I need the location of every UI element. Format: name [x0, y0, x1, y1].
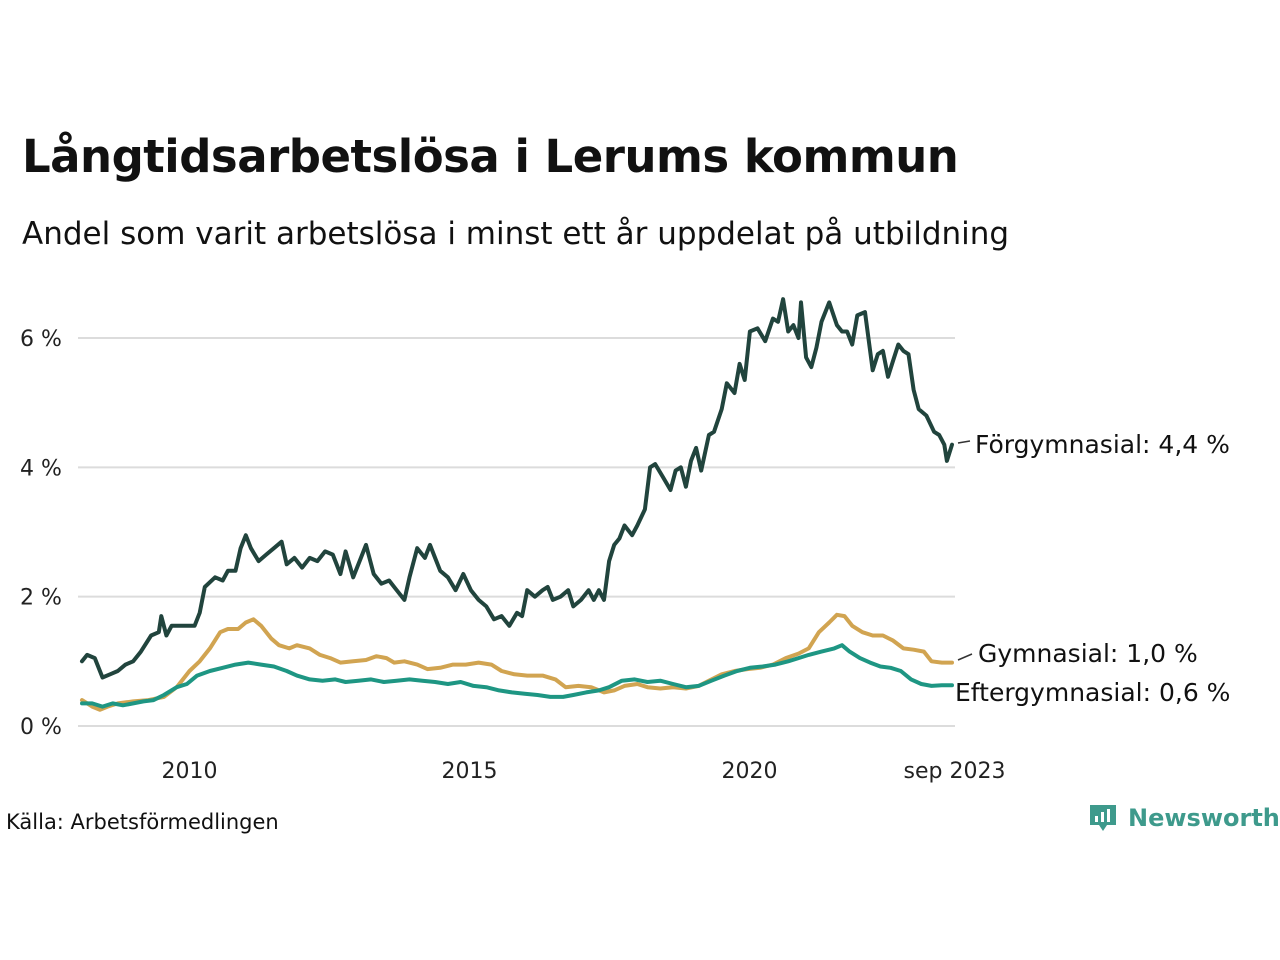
series-end-label: Gymnasial: 1,0 % — [978, 639, 1198, 668]
x-tick-label: 2020 — [722, 759, 778, 784]
label-connector — [957, 653, 973, 661]
x-tick-label: sep 2023 — [904, 759, 1006, 784]
label-connector — [957, 440, 971, 444]
x-tick-label: 2015 — [442, 759, 498, 784]
chart-bubble-icon — [1090, 805, 1116, 831]
brand-logo: Newsworthy — [1088, 803, 1280, 833]
series-end-label: Eftergymnasial: 0,6 % — [955, 678, 1230, 707]
x-tick-label: 2010 — [162, 759, 218, 784]
y-tick-label: 6 % — [20, 327, 62, 352]
y-tick-label: 4 % — [20, 456, 62, 481]
series-line-gymnasial — [80, 612, 954, 712]
source-note: Källa: Arbetsförmedlingen — [6, 810, 279, 834]
chart-subtitle: Andel som varit arbetslösa i minst ett å… — [22, 216, 1010, 252]
series-line-förgymnasial — [80, 297, 954, 680]
chart-title: Långtidsarbetslösa i Lerums kommun — [22, 130, 959, 183]
series-line-eftergymnasial — [80, 643, 954, 709]
series-end-label: Förgymnasial: 4,4 % — [975, 430, 1230, 459]
y-tick-label: 0 % — [20, 715, 62, 740]
y-tick-label: 2 % — [20, 586, 62, 611]
brand-name: Newsworthy — [1128, 804, 1280, 832]
